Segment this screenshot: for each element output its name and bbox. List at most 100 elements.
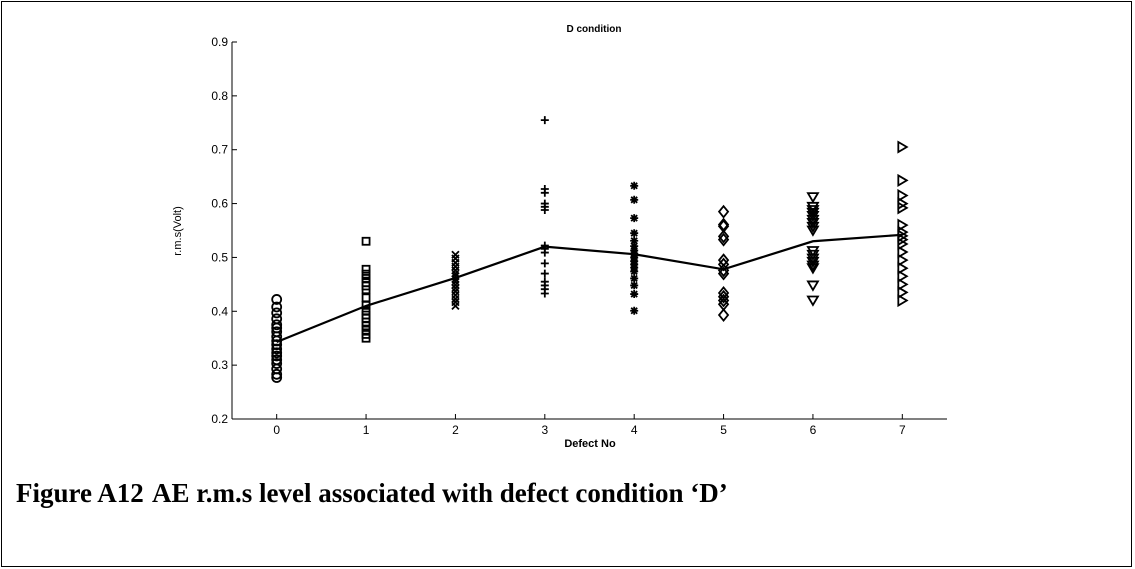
data-point [271, 294, 283, 305]
y-tick-label: 0.4 [211, 304, 228, 318]
data-point [451, 283, 460, 293]
data-point [717, 297, 730, 312]
caption-text: AE r.m.s level associated with defect co… [152, 478, 728, 508]
data-point [630, 242, 639, 251]
data-point [540, 248, 549, 257]
y-tick-label: 0.3 [211, 358, 228, 372]
chart-title: D condition [567, 24, 622, 35]
y-ticks: 0.2 0.3 0.4 0.5 0.6 0.7 0.8 0.9 [211, 35, 237, 426]
data-point [271, 350, 283, 362]
x-tick-label: 0 [273, 423, 280, 437]
data-point [717, 204, 730, 219]
data-point [271, 343, 283, 355]
data-point [897, 253, 909, 267]
data-point [806, 225, 820, 237]
data-point [717, 293, 730, 308]
data-point [806, 207, 820, 220]
data-point [630, 229, 639, 238]
data-point [897, 237, 909, 251]
y-tick-label: 0.2 [211, 412, 228, 426]
caption-label: Figure A12 [16, 478, 144, 508]
data-point [540, 259, 549, 268]
data-point [897, 140, 909, 154]
y-tick-label: 0.9 [211, 35, 228, 49]
data-point [361, 333, 371, 343]
x-tick-label: 4 [631, 423, 638, 437]
y-tick-label: 0.5 [211, 250, 228, 264]
data-point [717, 289, 730, 304]
data-point [630, 181, 639, 190]
data-point [451, 294, 460, 304]
data-point [897, 218, 909, 232]
data-point [806, 201, 820, 214]
data-point [361, 264, 371, 274]
data-point [717, 286, 730, 300]
data-point [361, 285, 371, 295]
data-point [271, 301, 283, 313]
x-tick-label: 3 [541, 423, 548, 437]
data-point [271, 368, 283, 380]
x-axis-label: Defect No [564, 438, 616, 450]
data-point [630, 236, 639, 245]
data-point [630, 267, 639, 276]
mean-line-path [276, 233, 903, 344]
data-point [540, 188, 549, 197]
data-point [361, 293, 371, 303]
data-point [806, 253, 820, 265]
data-point [630, 214, 639, 223]
data-point [451, 280, 460, 290]
data-point [897, 188, 909, 203]
data-points [271, 116, 909, 383]
data-point [897, 261, 909, 275]
data-point [717, 229, 730, 244]
data-point [897, 285, 909, 300]
data-point [897, 277, 909, 291]
data-point [451, 301, 460, 311]
data-point [630, 290, 639, 299]
data-point [540, 116, 549, 125]
data-point [897, 201, 909, 215]
figure-caption: Figure A12 AE r.m.s level associated with… [16, 478, 728, 509]
data-point [630, 281, 639, 290]
data-point [271, 307, 283, 319]
data-point [897, 269, 909, 283]
y-tick-label: 0.8 [211, 89, 228, 103]
data-point [897, 293, 909, 308]
data-point [540, 206, 549, 215]
x-ticks: 0 1 2 3 4 5 6 7 [273, 414, 906, 437]
data-point [271, 372, 283, 383]
data-point [806, 205, 820, 217]
y-tick-label: 0.6 [211, 197, 228, 211]
data-point [630, 306, 639, 315]
data-point [897, 173, 909, 187]
data-point [271, 339, 283, 351]
x-tick-label: 1 [363, 423, 370, 437]
data-point [630, 195, 639, 204]
data-point [717, 232, 730, 247]
data-point [806, 260, 820, 272]
x-tick-label: 7 [899, 423, 906, 437]
data-point [540, 289, 549, 298]
x-tick-label: 6 [810, 423, 817, 437]
data-point [271, 358, 283, 369]
plot-box [232, 42, 947, 419]
data-point [717, 266, 730, 281]
data-point [806, 263, 820, 275]
data-point [806, 280, 820, 292]
data-point [630, 274, 639, 283]
data-point [806, 295, 820, 307]
data-point [271, 347, 283, 359]
data-point [897, 245, 909, 259]
data-point [271, 319, 283, 331]
data-point [361, 236, 371, 246]
x-tick-label: 2 [452, 423, 459, 437]
data-point [717, 308, 730, 322]
data-point [540, 269, 549, 278]
mean-line [276, 233, 903, 344]
data-point [806, 192, 820, 204]
y-tick-label: 0.7 [211, 143, 228, 157]
data-point [806, 214, 820, 227]
y-axis-label: r.m.s(Volt) [172, 206, 184, 256]
